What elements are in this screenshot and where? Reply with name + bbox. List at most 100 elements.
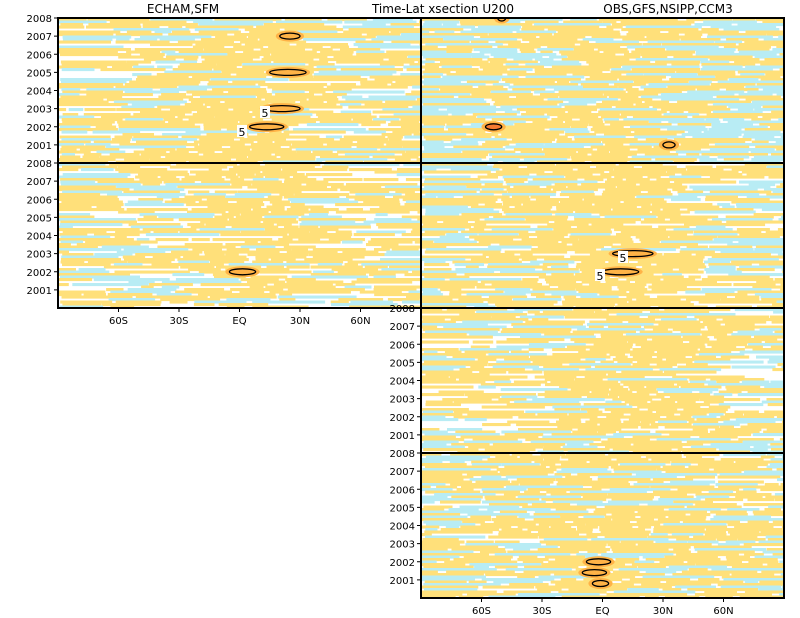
field-cell xyxy=(713,238,784,242)
field-cell xyxy=(421,98,484,102)
field-cell xyxy=(127,260,172,264)
field-cell xyxy=(602,20,617,24)
field-cell xyxy=(772,368,784,372)
field-cell xyxy=(772,303,784,307)
field-cell xyxy=(736,203,784,207)
field-cell xyxy=(473,225,531,229)
contour-fill xyxy=(245,121,288,133)
field-cell xyxy=(525,75,585,79)
field-cell xyxy=(124,203,184,207)
field-cell xyxy=(263,220,298,224)
field-cell xyxy=(493,55,543,59)
field-cell xyxy=(556,208,611,212)
field-cell xyxy=(737,538,766,542)
field-cell xyxy=(756,355,784,359)
field-cell xyxy=(560,578,577,582)
field-cell xyxy=(129,80,201,84)
field-cell xyxy=(659,368,722,372)
field-cell xyxy=(669,218,708,222)
field-cell xyxy=(755,145,784,149)
field-cell xyxy=(646,35,701,39)
field-cell xyxy=(720,298,760,302)
contour-line xyxy=(279,32,301,40)
field-cell xyxy=(754,108,783,112)
field-cell xyxy=(575,305,615,308)
field-cell xyxy=(155,238,189,242)
field-cell xyxy=(656,363,677,367)
field-cell xyxy=(421,358,475,362)
field-cell xyxy=(393,195,421,199)
field-cell xyxy=(716,165,767,169)
field-cell xyxy=(687,168,724,172)
field-cell xyxy=(462,520,485,524)
field-cell xyxy=(529,343,586,347)
field-cell xyxy=(546,490,567,494)
field-cell xyxy=(647,190,671,194)
field-cell xyxy=(585,555,640,559)
field-cell xyxy=(675,145,750,149)
field-cell xyxy=(446,233,478,237)
field-cell xyxy=(601,440,682,444)
field-cell xyxy=(663,278,696,282)
field-cell xyxy=(231,225,279,229)
field-cell xyxy=(456,488,474,492)
field-cell xyxy=(744,40,784,44)
field-cell xyxy=(607,493,687,497)
field-cell xyxy=(269,290,351,294)
field-cell xyxy=(672,375,745,379)
field-cell xyxy=(481,188,504,192)
field-cell xyxy=(470,515,491,519)
field-cell xyxy=(421,585,479,589)
field-cell xyxy=(768,505,784,509)
field-cell xyxy=(414,240,421,244)
field-cell xyxy=(501,133,560,137)
field-cell xyxy=(151,263,224,267)
field-cell xyxy=(312,248,366,252)
field-cell xyxy=(79,148,120,152)
field-cell xyxy=(421,323,488,327)
field-cell xyxy=(59,233,88,237)
field-cell xyxy=(58,128,118,132)
field-cell xyxy=(157,245,236,249)
field-cell xyxy=(771,448,784,452)
field-cell xyxy=(686,153,700,157)
field-cell xyxy=(688,465,758,469)
field-cell xyxy=(630,353,696,357)
field-cell xyxy=(532,288,576,292)
field-cell xyxy=(481,405,545,409)
field-cell xyxy=(210,78,289,82)
field-cell xyxy=(688,80,712,84)
field-cell xyxy=(421,570,438,574)
field-cell xyxy=(215,35,247,39)
anomaly-field xyxy=(421,453,784,598)
field-cell xyxy=(368,240,413,244)
field-cell xyxy=(532,368,580,372)
field-cell xyxy=(664,425,719,429)
field-cell xyxy=(701,28,719,32)
field-cell xyxy=(242,63,306,67)
field-cell xyxy=(626,295,650,299)
field-cell xyxy=(488,363,563,367)
field-cell xyxy=(191,208,251,212)
field-cell xyxy=(655,60,701,64)
field-cell xyxy=(693,535,758,539)
field-cell xyxy=(537,235,565,239)
field-cell xyxy=(507,190,557,194)
field-cell xyxy=(485,573,551,577)
field-cell xyxy=(467,395,500,399)
field-cell xyxy=(188,160,258,163)
field-cell xyxy=(140,153,199,157)
field-cell xyxy=(466,293,526,297)
field-cell xyxy=(142,228,197,232)
field-cell xyxy=(236,200,263,204)
field-cell xyxy=(591,160,628,163)
field-cell xyxy=(461,213,503,217)
anomaly-field xyxy=(421,163,784,308)
field-cell xyxy=(575,210,650,214)
field-cell xyxy=(527,488,602,492)
field-cell xyxy=(766,465,784,469)
field-cell xyxy=(363,160,421,163)
field-cell xyxy=(359,290,402,294)
field-cell xyxy=(715,305,752,308)
field-cell xyxy=(421,48,473,52)
